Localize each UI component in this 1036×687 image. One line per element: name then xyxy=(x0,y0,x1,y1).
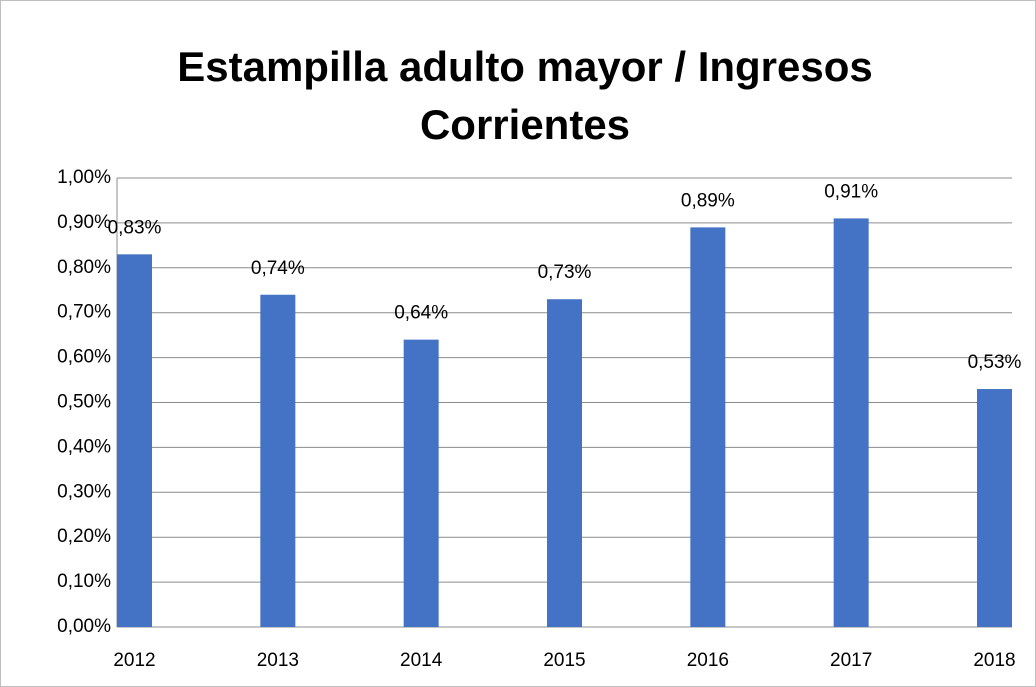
data-label: 0,91% xyxy=(824,181,878,202)
y-tick-label: 0,30% xyxy=(57,481,111,502)
y-tick-label: 0,40% xyxy=(57,436,111,457)
bar xyxy=(977,389,1012,627)
data-label: 0,83% xyxy=(108,217,162,238)
x-tick-label: 2015 xyxy=(543,650,585,671)
bar xyxy=(403,339,439,627)
y-tick-label: 0,90% xyxy=(57,212,111,233)
data-label: 0,73% xyxy=(538,262,592,283)
bar xyxy=(690,227,726,627)
data-label: 0,64% xyxy=(394,303,448,324)
y-tick-label: 0,20% xyxy=(57,526,111,547)
y-tick-label: 0,00% xyxy=(57,616,111,637)
bar xyxy=(547,299,582,627)
x-tick-label: 2013 xyxy=(257,650,299,671)
bar xyxy=(117,254,152,627)
x-tick-label: 2017 xyxy=(830,650,872,671)
data-label: 0,89% xyxy=(681,190,735,211)
y-tick-label: 0,70% xyxy=(57,302,111,323)
y-tick-label: 1,00% xyxy=(57,167,111,188)
data-label: 0,74% xyxy=(251,258,305,279)
data-label: 0,53% xyxy=(968,352,1022,373)
x-tick-label: 2018 xyxy=(973,650,1015,671)
y-tick-label: 0,60% xyxy=(57,347,111,368)
x-tick-label: 2012 xyxy=(113,650,155,671)
x-tick-label: 2014 xyxy=(400,650,443,671)
bar xyxy=(260,294,296,627)
bar xyxy=(833,218,869,627)
y-tick-label: 0,80% xyxy=(57,257,111,278)
y-tick-label: 0,10% xyxy=(57,571,111,592)
chart-title: Estampilla adulto mayor / Ingresos Corri… xyxy=(177,43,873,148)
x-tick-label: 2016 xyxy=(687,650,729,671)
y-tick-label: 0,50% xyxy=(57,392,111,413)
